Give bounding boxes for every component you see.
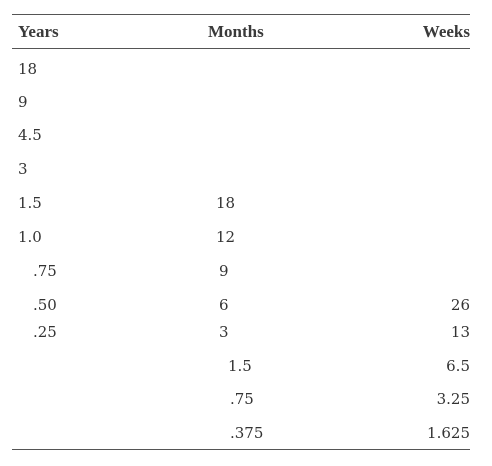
- header-months: Months: [208, 22, 264, 41]
- cell-weeks: 6.5: [446, 357, 470, 375]
- cell-years: 1.0: [18, 228, 42, 246]
- cell-years: 3: [18, 160, 28, 178]
- cell-years: .25: [33, 323, 57, 341]
- cell-months: 12: [216, 228, 236, 246]
- cell-years: 1.5: [18, 194, 42, 212]
- cell-months: .75: [230, 390, 254, 408]
- table-header-rule: [12, 48, 470, 49]
- cell-years: 18: [18, 60, 38, 78]
- cell-years: 4.5: [18, 126, 42, 144]
- cell-months: 3: [219, 323, 229, 341]
- header-years: Years: [18, 22, 59, 41]
- table-bottom-rule: [12, 449, 470, 450]
- cell-months: 9: [219, 262, 229, 280]
- header-weeks: Weeks: [422, 22, 470, 41]
- cell-weeks: 13: [450, 323, 470, 341]
- cell-months: 6: [219, 296, 229, 314]
- cell-months: 18: [216, 194, 236, 212]
- cell-months: .375: [230, 424, 264, 442]
- table-top-rule: [12, 14, 470, 15]
- cell-months: 1.5: [228, 357, 252, 375]
- cell-years: .75: [33, 262, 57, 280]
- cell-years: .50: [33, 296, 57, 314]
- cell-weeks: 1.625: [427, 424, 470, 442]
- cell-weeks: 26: [450, 296, 470, 314]
- cell-weeks: 3.25: [436, 390, 470, 408]
- cell-years: 9: [18, 93, 28, 111]
